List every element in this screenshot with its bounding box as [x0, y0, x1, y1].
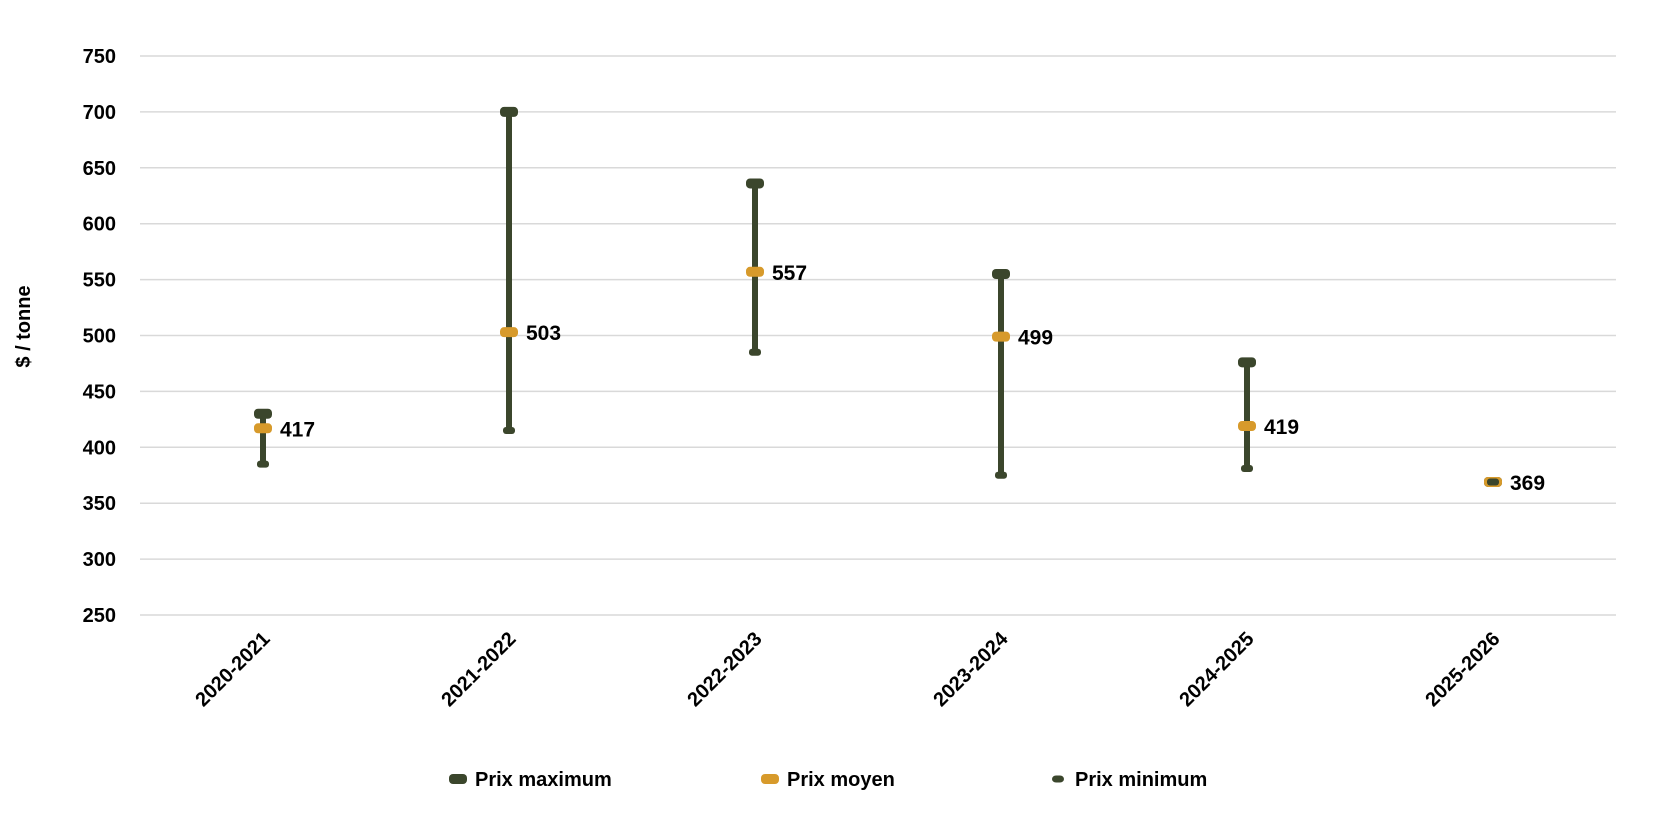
x-axis-ticks: 2020-2021 2021-2022 2022-2023 2023-2024 2024…: [191, 627, 1504, 711]
x-tick-label: 2024-2025: [1175, 628, 1258, 711]
y-tick-label: 250: [83, 605, 116, 627]
y-axis-label: $ / tonne: [13, 285, 35, 367]
min-price-marker: [503, 427, 515, 435]
x-tick-label: 2025-2026: [1421, 628, 1504, 711]
y-tick-label: 700: [83, 102, 116, 124]
x-tick-label: 2021-2022: [437, 628, 520, 711]
legend-swatch: [1052, 775, 1064, 783]
legend-label: Prix minimum: [1075, 769, 1207, 791]
y-tick-label: 500: [83, 326, 116, 348]
data-label: 503: [526, 322, 561, 345]
average-price-marker: [500, 327, 518, 338]
min-price-marker: [1241, 465, 1253, 473]
max-price-marker: [254, 408, 272, 419]
average-price-marker: [254, 423, 272, 434]
data-label: 419: [1264, 416, 1299, 439]
grid-layer: [140, 55, 1616, 616]
min-price-marker-overlay: [1487, 478, 1499, 486]
y-tick-label: 350: [83, 493, 116, 515]
data-label: 499: [1018, 327, 1053, 350]
y-tick-label: 600: [83, 214, 116, 236]
y-tick-label: 650: [83, 158, 116, 180]
legend-swatch: [761, 774, 779, 784]
y-tick-label: 400: [83, 437, 116, 459]
y-tick-label: 300: [83, 549, 116, 571]
x-tick-label: 2023-2024: [929, 627, 1013, 711]
y-axis-label-group: $ / tonne: [13, 285, 35, 367]
x-tick-label: 2022-2023: [683, 628, 766, 711]
average-price-marker: [992, 331, 1010, 342]
legend-label: Prix moyen: [787, 769, 895, 791]
average-price-marker: [1238, 421, 1256, 432]
y-axis-ticks: 250 300 350 400 450 500 550 600 650 700 750: [83, 46, 116, 627]
max-price-marker: [1238, 357, 1256, 368]
min-price-marker: [257, 460, 269, 468]
x-tick-label: 2020-2021: [191, 628, 274, 711]
y-tick-label: 450: [83, 381, 116, 403]
legend-label: Prix maximum: [475, 769, 612, 791]
min-price-marker: [749, 348, 761, 356]
y-tick-label: 550: [83, 270, 116, 292]
max-price-marker: [992, 269, 1010, 280]
max-price-marker: [746, 178, 764, 189]
average-price-marker: [746, 266, 764, 277]
legend: Prix maximum Prix moyen Prix minimum: [449, 769, 1207, 791]
data-label: 557: [772, 262, 807, 285]
y-tick-label: 750: [83, 46, 116, 68]
series-layer: 417 503 557 499 419 369: [254, 106, 1545, 495]
min-price-marker: [995, 471, 1007, 479]
data-label: 369: [1510, 472, 1545, 495]
legend-swatch: [449, 774, 467, 784]
max-price-marker: [500, 106, 518, 117]
data-label: 417: [280, 418, 315, 441]
